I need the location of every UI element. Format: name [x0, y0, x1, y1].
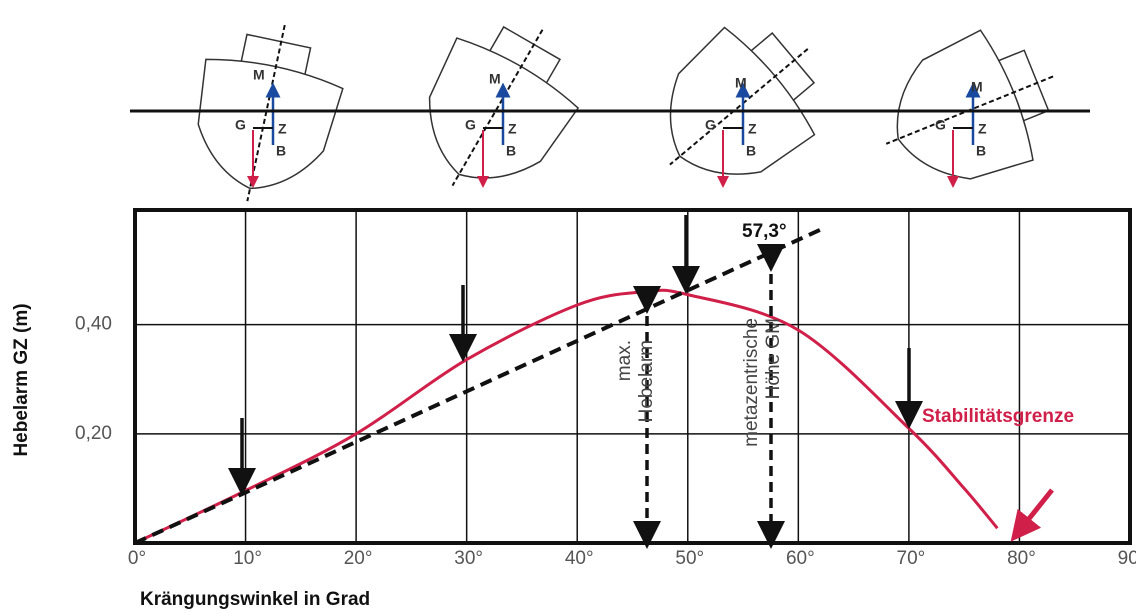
x-tick-label: 50°	[675, 548, 704, 569]
x-tick-label: 60°	[786, 548, 815, 569]
label-m: M	[253, 67, 265, 83]
angle-label: 57,3°	[742, 221, 787, 242]
limit-arrow	[1020, 490, 1052, 530]
vertical-label: Hebelarm	[636, 340, 657, 422]
x-tick-label: 90°	[1118, 548, 1136, 569]
label-g: G	[235, 117, 246, 133]
label-z: Z	[508, 121, 517, 137]
y-axis-title: Hebelarm GZ (m)	[11, 303, 32, 456]
label-m: M	[735, 75, 747, 91]
label-b: B	[276, 143, 286, 159]
chart: MGZBMGZBMGZBMGZB 0°10°20°30°40°50°60°70°…	[0, 0, 1136, 614]
x-axis-title: Krängungswinkel in Grad	[140, 589, 370, 610]
label-z: Z	[278, 121, 287, 137]
label-z: Z	[748, 121, 757, 137]
series-line	[135, 290, 997, 543]
plot: 0° 10° 20° 30° 40° 50° 60° 70° 80° 90° 0,20 0,40 57,…	[75, 210, 1136, 569]
label-z: Z	[978, 121, 987, 137]
vertical-label: metazentrische	[741, 318, 762, 447]
label-b: B	[976, 143, 986, 159]
vertical-label: max.	[614, 340, 635, 381]
ship	[625, 0, 853, 218]
y-tick-label: 0,40	[75, 314, 112, 335]
x-tick-label: 40°	[565, 548, 594, 569]
vertical-label: Höhe GM	[763, 318, 784, 399]
x-tick-label: 80°	[1007, 548, 1036, 569]
label-g: G	[705, 117, 716, 133]
x-tick-label: 0°	[128, 548, 146, 569]
label-m: M	[971, 79, 983, 95]
label-g: G	[935, 117, 946, 133]
x-tick-label: 70°	[897, 548, 926, 569]
x-tick-label: 10°	[233, 548, 262, 569]
x-tick-label: 30°	[454, 548, 483, 569]
ship	[179, 11, 353, 216]
y-tick-label: 0,20	[75, 423, 112, 444]
label-m: M	[489, 71, 501, 87]
limit-label: Stabilitätsgrenze	[922, 406, 1074, 427]
label-b: B	[746, 143, 756, 159]
label-g: G	[465, 117, 476, 133]
label-b: B	[506, 143, 516, 159]
x-tick-label: 20°	[344, 548, 373, 569]
